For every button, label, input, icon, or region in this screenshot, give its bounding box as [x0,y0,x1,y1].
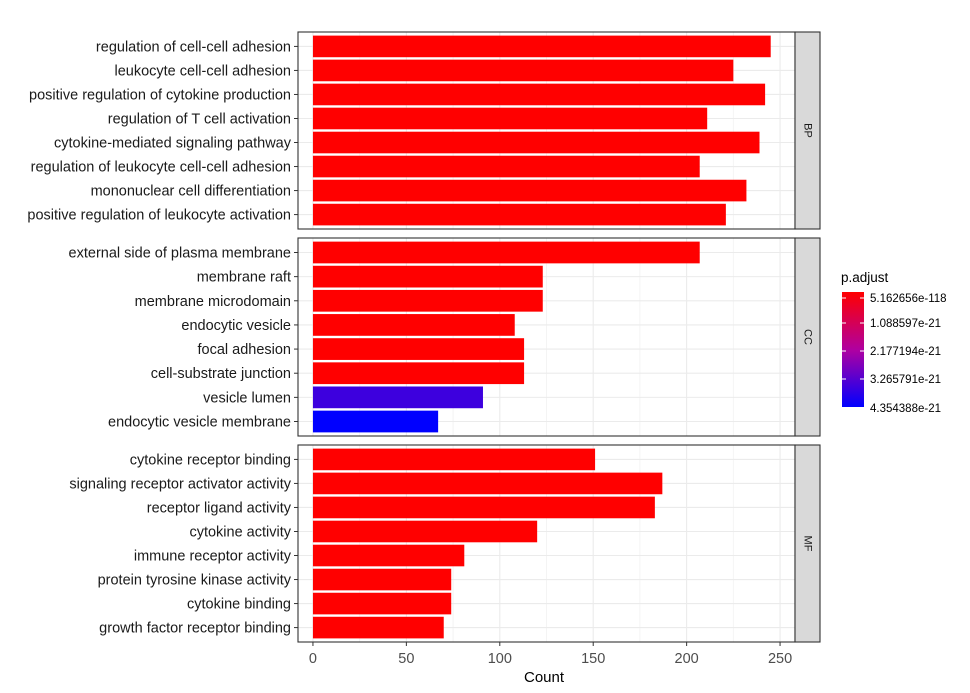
category-label: cytokine-mediated signaling pathway [54,136,292,152]
category-label: endocytic vesicle [181,318,291,334]
bar-bp-4 [312,107,708,130]
category-label: regulation of T cell activation [108,111,291,127]
legend-title: p.adjust [841,270,889,285]
bar-cc-8 [312,410,439,433]
legend-colorbar [842,292,864,407]
category-label: growth factor receptor binding [99,621,291,637]
facet-strip-label: CC [802,329,814,345]
bar-cc-3 [312,289,543,312]
category-label: cell-substrate junction [151,366,291,382]
color-legend: p.adjust 5.162656e-118 1.088597e-21 2.1771… [841,270,947,415]
bar-cc-4 [312,314,515,336]
bar-cc-5 [312,338,525,360]
category-label: mononuclear cell differentiation [91,184,291,200]
category-label: protein tyrosine kinase activity [98,573,292,589]
legend-label: 3.265791e-21 [870,374,941,386]
bar-mf-3 [312,496,655,519]
category-label: membrane raft [197,270,291,286]
bar-mf-5 [312,544,465,567]
category-label: positive regulation of cytokine producti… [29,87,291,103]
category-label: external side of plasma membrane [69,245,291,261]
facet-panel-bp: regulation of cell-cell adhesion leukocyt… [27,31,821,230]
x-tick-label: 150 [581,651,605,667]
category-label: positive regulation of leukocyte activat… [27,208,291,224]
x-axis-title: Count [524,669,565,686]
bar-mf-4 [312,520,538,543]
bar-mf-6 [312,568,452,591]
bar-mf-8 [312,616,444,639]
bar-bp-3 [312,83,766,106]
category-label: receptor ligand activity [147,500,292,516]
category-label: regulation of leukocyte cell-cell adhesi… [31,160,291,176]
x-tick-label: 200 [675,651,699,667]
facet-strip [794,31,821,230]
bar-bp-7 [312,179,747,202]
x-tick-label: 100 [488,651,512,667]
facet-strip-label: MF [802,536,814,552]
legend-label: 1.088597e-21 [870,318,941,330]
bar-bp-6 [312,155,700,178]
legend-label: 4.354388e-21 [870,403,941,415]
bar-bp-5 [312,131,760,154]
category-label: leukocyte cell-cell adhesion [114,63,291,79]
category-label: regulation of cell-cell adhesion [96,39,291,55]
facet-strip [794,444,821,643]
category-label: vesicle lumen [203,390,291,406]
category-label: cytokine binding [187,597,291,613]
category-label: signaling receptor activator activity [69,476,291,492]
bar-mf-7 [312,592,452,615]
category-label: cytokine activity [189,524,291,540]
category-label: endocytic vesicle membrane [108,415,291,431]
category-label: immune receptor activity [134,549,292,565]
bar-cc-2 [312,265,543,288]
facet-panels: regulation of cell-cell adhesion leukocyt… [27,31,821,643]
bar-mf-2 [312,472,663,495]
category-label: cytokine receptor binding [130,452,291,468]
facet-panel-mf: cytokine receptor binding signaling recep… [69,444,821,643]
x-axis: 0 50 100 150 200 250 [309,642,792,667]
facet-panel-cc: external side of plasma membrane membrane… [69,237,821,437]
x-tick-label: 250 [768,651,792,667]
bar-cc-6 [312,362,525,385]
bar-cc-1 [312,241,700,264]
bar-bp-8 [312,203,726,226]
legend-label: 5.162656e-118 [870,293,947,305]
x-tick-label: 0 [309,651,317,667]
bar-bp-2 [312,59,734,82]
category-label: focal adhesion [197,342,291,358]
category-label: membrane microdomain [135,294,291,310]
bar-cc-7 [312,386,483,409]
legend-label: 2.177194e-21 [870,346,941,358]
bar-mf-1 [312,448,596,471]
facet-strip [794,237,821,437]
bar-bp-1 [312,35,771,58]
x-tick-label: 50 [398,651,414,667]
facet-strip-label: BP [802,123,814,138]
